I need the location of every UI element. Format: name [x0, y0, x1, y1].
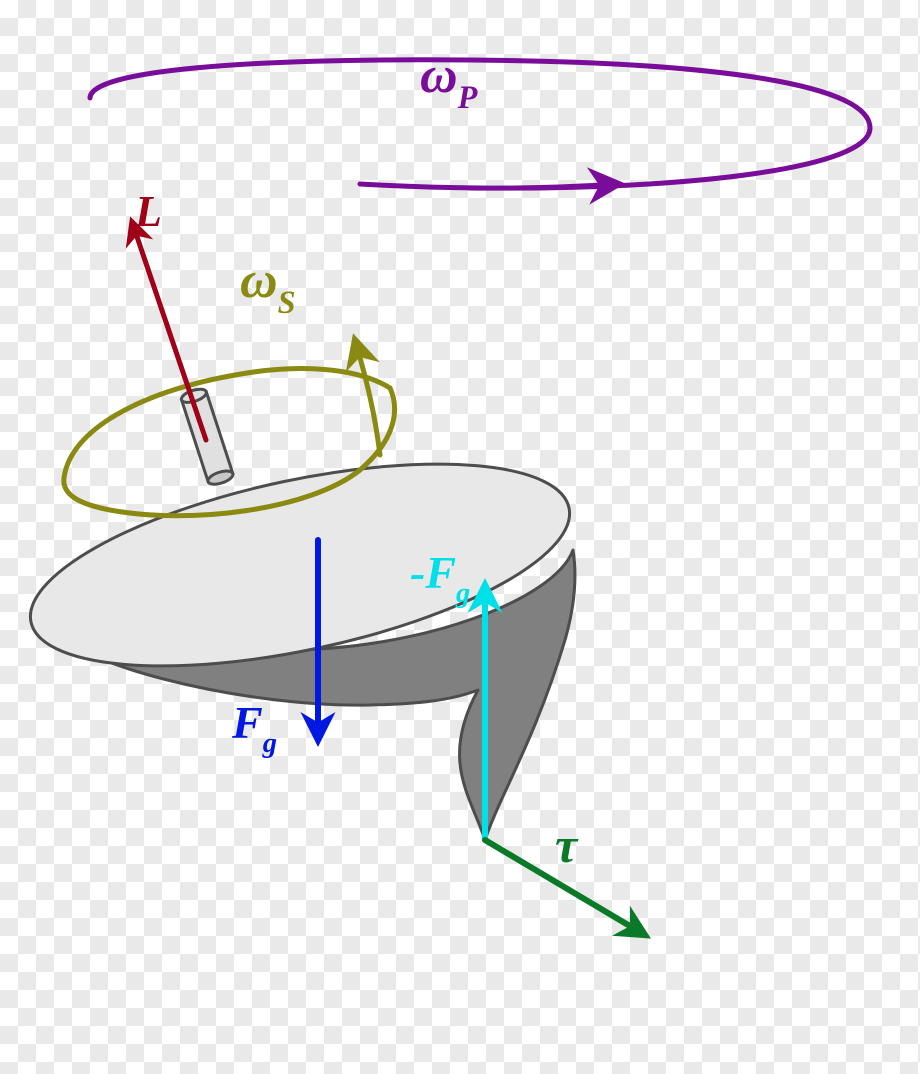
label-minus-Fg: -Fg	[410, 550, 470, 605]
label-Fg: Fg	[232, 700, 277, 755]
label-L: L	[135, 190, 162, 234]
label-tau: τ	[555, 820, 577, 870]
label-omega-s: ωS	[240, 255, 296, 314]
spinning-top	[13, 387, 586, 840]
vector-L	[132, 222, 206, 440]
precession-arc	[90, 60, 870, 188]
diagram-svg	[0, 0, 920, 1074]
label-omega-p: ωP	[420, 50, 477, 109]
